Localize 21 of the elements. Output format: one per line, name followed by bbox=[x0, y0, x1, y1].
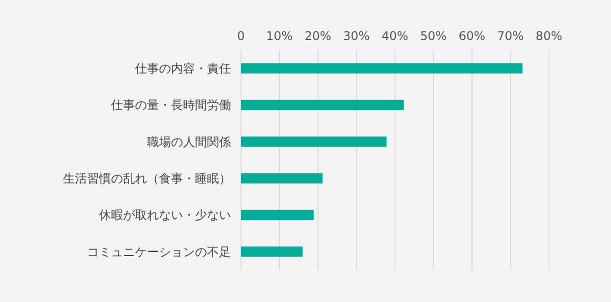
x-tick-label: 60% bbox=[458, 29, 486, 43]
bar bbox=[241, 173, 323, 184]
bar bbox=[241, 63, 522, 74]
y-tick-label: 職場の人間関係 bbox=[147, 134, 231, 149]
x-tick-label: 10% bbox=[266, 29, 293, 43]
y-tick-label: 仕事の内容・責任 bbox=[134, 62, 231, 76]
bar bbox=[241, 210, 314, 220]
x-tick-label: 20% bbox=[304, 29, 332, 43]
x-tick-label: 0 bbox=[237, 29, 245, 43]
y-tick-label: 生活習慣の乱れ（食事・睡眠） bbox=[63, 172, 231, 186]
y-tick-label: 休暇が取れない・少ない bbox=[99, 208, 231, 222]
bar bbox=[241, 100, 404, 110]
x-tick-label: 80% bbox=[536, 29, 562, 43]
y-tick-label: コミュニケーションの不足 bbox=[87, 244, 231, 259]
x-tick-label: 70% bbox=[497, 29, 524, 43]
x-tick-label: 40% bbox=[382, 29, 408, 43]
y-tick-label: 仕事の量・長時間労働 bbox=[110, 98, 231, 112]
x-tick-label: 50% bbox=[420, 29, 447, 43]
x-tick-label: 30% bbox=[343, 29, 370, 43]
bar bbox=[241, 246, 303, 257]
bar bbox=[241, 136, 387, 147]
